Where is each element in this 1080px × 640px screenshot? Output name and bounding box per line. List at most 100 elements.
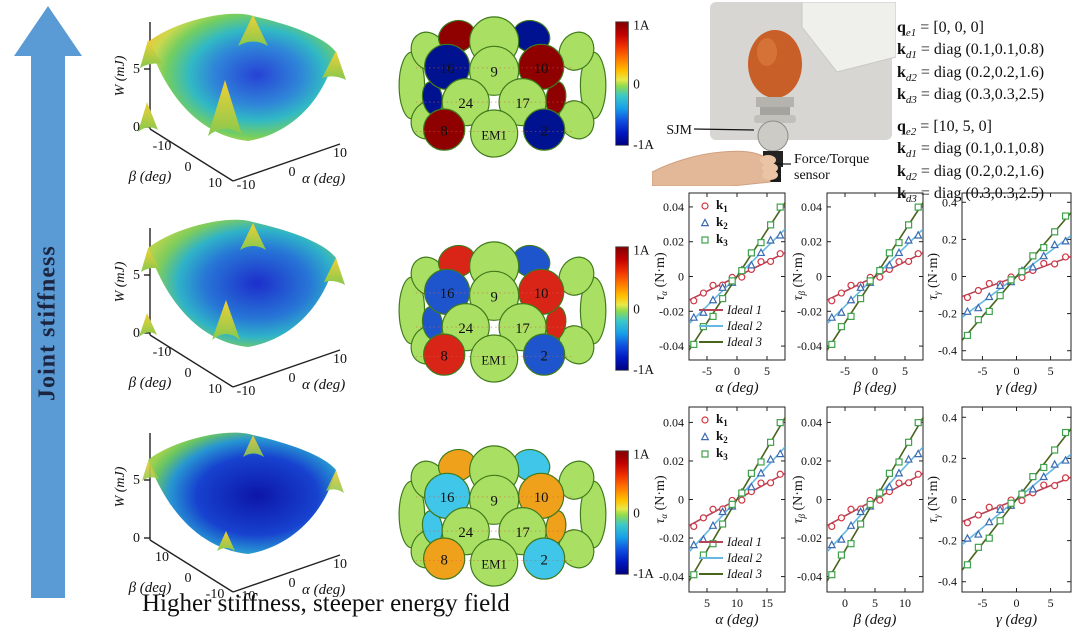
y-tick-label: 0 [951, 493, 957, 507]
finger [762, 163, 778, 173]
plot-svg: 5 10 15 0.04 0.02 0 -0.02 -0.04 α (deg) τα (N·m) k… [653, 406, 786, 628]
beta-tick: 10 [208, 382, 222, 397]
data-marker-triangle [885, 482, 894, 491]
em-svg: 16 9 10 24 17 8 2 EM1 1A 0 -1A [398, 16, 654, 158]
em-coil [522, 333, 566, 376]
current-colorbar [615, 21, 629, 146]
surface-peak [138, 102, 158, 132]
em-coil [558, 256, 595, 296]
data-marker-triangle [904, 454, 913, 463]
data-marker-triangle [984, 517, 994, 526]
colorbar-tick-bottom: -1A [633, 137, 654, 152]
plot-series [962, 212, 1071, 341]
data-marker-triangle [846, 295, 856, 304]
x-tick-label: -5 [702, 364, 712, 378]
em-number: 24 [458, 321, 473, 337]
data-marker-triangle [718, 507, 727, 516]
x-tick-label: 5 [1048, 596, 1054, 610]
arrow-label: Joint stiffness [34, 245, 61, 401]
data-marker-triangle [984, 292, 994, 301]
data-marker-triangle [1039, 251, 1049, 260]
surface-axes [144, 433, 341, 593]
data-marker-square [757, 458, 765, 466]
x-tick-label: -5 [977, 596, 987, 610]
em-coil [423, 537, 466, 580]
x-axis-label: β (deg) [853, 612, 897, 628]
param-line: kd1 = diag (0.1,0.1,0.8) [897, 140, 1045, 161]
robot-arm [801, 2, 896, 73]
y-tick-label: 0.04 [663, 200, 684, 214]
data-marker-triangle [894, 468, 904, 477]
alpha-axis-label: α (deg) [302, 377, 345, 393]
plot-torque-gamma-2: -5 0 5 0.4 0.2 0 -0.2 -0.4 γ (deg) τγ (N·m) [926, 400, 1076, 632]
energy-bowl-surface [148, 219, 336, 347]
surface-peak [140, 40, 162, 68]
data-marker-circle [904, 257, 913, 266]
data-marker-triangle [894, 247, 904, 257]
data-marker-triangle [974, 303, 983, 312]
x-tick-label: 0 [1014, 364, 1020, 378]
data-marker-square [1061, 428, 1070, 437]
alpha-axis-label: α (deg) [302, 582, 345, 598]
data-marker-square [895, 239, 903, 247]
em-number: 8 [440, 348, 447, 364]
data-marker-triangle [913, 449, 923, 458]
z-tick: 0 [133, 120, 140, 135]
data-marker-triangle [856, 507, 865, 516]
data-marker-triangle [775, 449, 785, 458]
data-marker-circle [701, 202, 709, 210]
em-coil [470, 109, 519, 158]
data-marker-square [690, 571, 698, 579]
data-marker-square [1018, 490, 1026, 498]
data-marker-triangle [827, 312, 837, 321]
robot-wrist-highlight [757, 38, 777, 66]
data-marker-triangle [1050, 459, 1059, 468]
y-tick-label: -0.02 [659, 304, 684, 318]
em-number: 8 [440, 552, 447, 568]
colorbar-tick-top: 1A [633, 243, 650, 258]
data-marker-circle [876, 273, 884, 281]
alpha-tick: 0 [289, 576, 296, 591]
data-marker-square [766, 221, 775, 229]
data-marker-square [847, 540, 855, 548]
alpha-tick: 10 [333, 352, 347, 367]
legend-line-label: Ideal 2 [726, 319, 762, 333]
y-tick-label: -0.04 [797, 570, 822, 584]
alpha-tick: 10 [333, 557, 347, 572]
data-marker-square [963, 561, 972, 569]
data-marker-triangle [708, 295, 718, 304]
legend-line-label: Ideal 1 [726, 535, 762, 549]
sjm-sphere [757, 120, 789, 152]
alpha-tick: 10 [333, 146, 347, 161]
data-marker-circle [1018, 497, 1026, 505]
beta-tick: -10 [153, 139, 172, 154]
data-marker-square [1051, 446, 1059, 454]
surface-peak [324, 258, 345, 285]
em-number: 2 [540, 123, 547, 139]
em-array-diagram-2: 16 9 10 24 17 8 2 EM1 1A 0 -1A [396, 237, 656, 384]
data-marker-triangle [963, 533, 972, 542]
legend-line-label: Ideal 1 [726, 303, 762, 317]
y-tick-label: -0.2 [938, 307, 957, 321]
arrow-up-icon [14, 6, 82, 56]
legend-line-label: Ideal 3 [726, 335, 762, 349]
x-axis-label: γ (deg) [996, 380, 1037, 396]
data-marker-square [904, 221, 913, 229]
data-marker-square [738, 489, 746, 497]
param-line: kd2 = diag (0.2,0.2,1.6) [897, 63, 1045, 85]
em-coil [522, 537, 566, 580]
data-marker-square [757, 239, 765, 247]
beta-axis-label: β (deg) [128, 375, 172, 391]
em-coil [470, 538, 519, 587]
data-marker-square [885, 469, 894, 477]
em-number: 17 [515, 525, 530, 541]
param-line: kd2 = diag (0.2,0.2,1.6) [897, 162, 1045, 184]
parameter-text-block: qe1 = [0, 0, 0] kd1 = diag (0.1,0.1,0.8)… [897, 18, 1079, 207]
x-tick-label: 5 [704, 596, 710, 610]
data-marker-square [776, 419, 784, 427]
data-marker-square [1007, 499, 1015, 507]
figure-caption: Higher stiffness, steeper energy field [142, 590, 510, 617]
plot-svg: -5 0 5 0.4 0.2 0 -0.2 -0.4 γ (deg) τγ (N·m) [926, 192, 1072, 396]
data-marker-triangle [904, 235, 913, 244]
param-line: kd3 = diag (0.3,0.3,2.5) [897, 86, 1045, 107]
